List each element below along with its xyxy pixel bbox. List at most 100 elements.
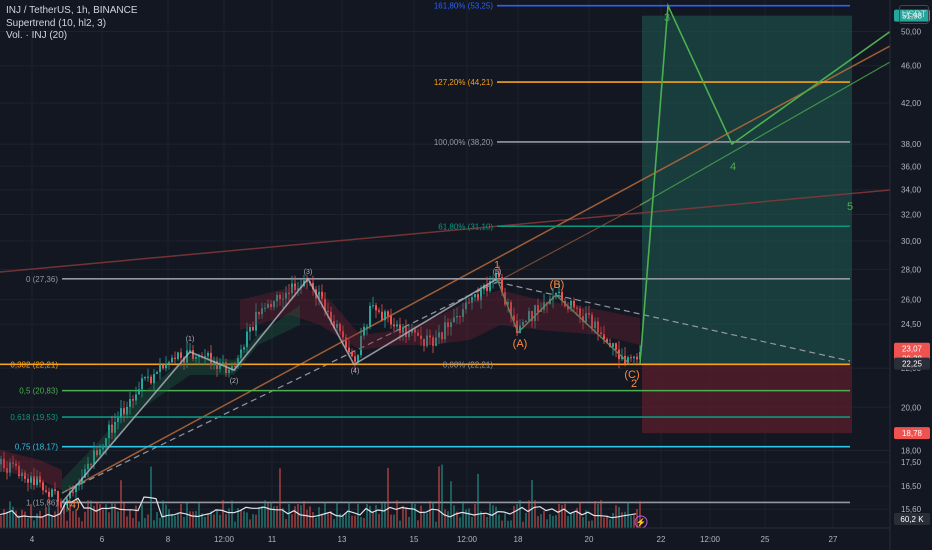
price-badge: [894, 427, 930, 440]
candle-body: [630, 357, 632, 359]
volume-bar: [432, 501, 434, 528]
candle-body: [603, 333, 605, 340]
candle-body: [12, 462, 14, 464]
candle-body: [579, 308, 581, 317]
candle-body: [147, 376, 149, 378]
time-axis-tick: 8: [166, 535, 171, 544]
price-axis-tick: 24,50: [901, 320, 922, 329]
volume-bar: [63, 505, 65, 528]
supertrend-down-zone: [240, 285, 640, 350]
candle-body: [312, 282, 314, 290]
volume-bar: [426, 513, 428, 528]
candle-body: [402, 327, 404, 333]
volume-bar: [357, 503, 359, 528]
candle-body: [426, 335, 428, 346]
fib-extension-label: 0,00% (22,21): [443, 360, 494, 369]
candle-body: [471, 297, 473, 303]
candle-body: [450, 322, 452, 328]
candle-body: [240, 349, 242, 359]
candle-body: [213, 360, 215, 366]
volume-bar: [576, 508, 578, 528]
volume-bar: [273, 506, 275, 528]
time-axis-tick: 13: [338, 535, 347, 544]
volume-bar: [342, 515, 344, 528]
volume-bar: [330, 511, 332, 528]
candle-body: [339, 323, 341, 332]
time-axis-tick: 22: [657, 535, 666, 544]
candle-body: [372, 305, 374, 307]
time-axis-tick: 25: [761, 535, 770, 544]
candle-body: [111, 424, 113, 433]
volume-bar: [555, 515, 557, 528]
supertrend-indicator-label[interactable]: Supertrend (10, hl2, 3): [6, 17, 107, 29]
volume-bar: [537, 516, 539, 528]
volume-bar: [468, 508, 470, 528]
volume-bar: [144, 518, 146, 528]
candle-body: [297, 288, 299, 291]
volume-bar: [381, 502, 383, 528]
price-axis-tick: 32,00: [901, 211, 922, 220]
fib-extension-label: 127,20% (44,21): [434, 78, 493, 87]
volume-bar: [162, 500, 164, 528]
wave-label: (B): [550, 279, 565, 291]
volume-bar: [309, 506, 311, 528]
candle-body: [45, 490, 47, 492]
candle-body: [123, 408, 125, 415]
wave-label: (4): [66, 499, 79, 511]
volume-bar: [156, 511, 158, 528]
candle-body: [177, 352, 179, 360]
volume-bar: [276, 505, 278, 528]
volume-bar: [606, 515, 608, 528]
price-axis-tick: 16,50: [901, 482, 922, 491]
volume-bar: [174, 516, 176, 528]
candle-body: [351, 352, 353, 357]
candle-body: [198, 356, 200, 358]
symbol-title[interactable]: INJ / TetherUS, 1h, BINANCE: [6, 5, 138, 16]
candle-body: [30, 476, 32, 483]
candle-body: [330, 311, 332, 322]
volume-indicator-label[interactable]: Vol. · INJ (20): [6, 30, 68, 41]
volume-bar: [516, 504, 518, 528]
candle-body: [117, 418, 119, 422]
candle-body: [21, 472, 23, 477]
candle-body: [573, 300, 575, 308]
volume-bar: [582, 517, 584, 528]
channel-upper-line: [61, 45, 891, 494]
candle-body: [393, 324, 395, 327]
volume-bar: [534, 500, 536, 528]
long-position-stop-zone: [642, 363, 852, 434]
volume-bar: [270, 502, 272, 528]
volume-bar: [348, 501, 350, 528]
candle-body: [243, 347, 245, 350]
volume-bar: [531, 479, 533, 528]
candle-body: [459, 315, 461, 317]
candle-body: [438, 332, 440, 338]
candle-body: [6, 468, 8, 473]
volume-bar: [459, 517, 461, 528]
volume-bar: [630, 515, 632, 528]
candle-body: [381, 311, 383, 321]
resistance-trend-line: [0, 189, 891, 273]
price-badge-label: 22,25: [902, 360, 923, 369]
candle-body: [9, 462, 11, 473]
volume-bar: [375, 505, 377, 528]
candle-body: [294, 283, 296, 291]
candle-body: [156, 372, 158, 374]
candle-body: [567, 306, 569, 310]
volume-bar: [405, 507, 407, 528]
volume-bar: [639, 501, 641, 528]
candle-body: [57, 491, 59, 502]
price-axis-tick: 28,00: [901, 265, 922, 274]
volume-bar: [204, 516, 206, 528]
price-axis-tick: 30,00: [901, 237, 922, 246]
candle-body: [252, 327, 254, 331]
volume-bar: [33, 520, 35, 528]
candle-body: [255, 311, 257, 331]
volume-bar: [525, 512, 527, 528]
currency-button[interactable]: USDT: [899, 5, 929, 24]
volume-bar: [9, 501, 11, 528]
candle-body: [33, 476, 35, 486]
candle-body: [336, 323, 338, 328]
candle-body: [378, 310, 380, 312]
